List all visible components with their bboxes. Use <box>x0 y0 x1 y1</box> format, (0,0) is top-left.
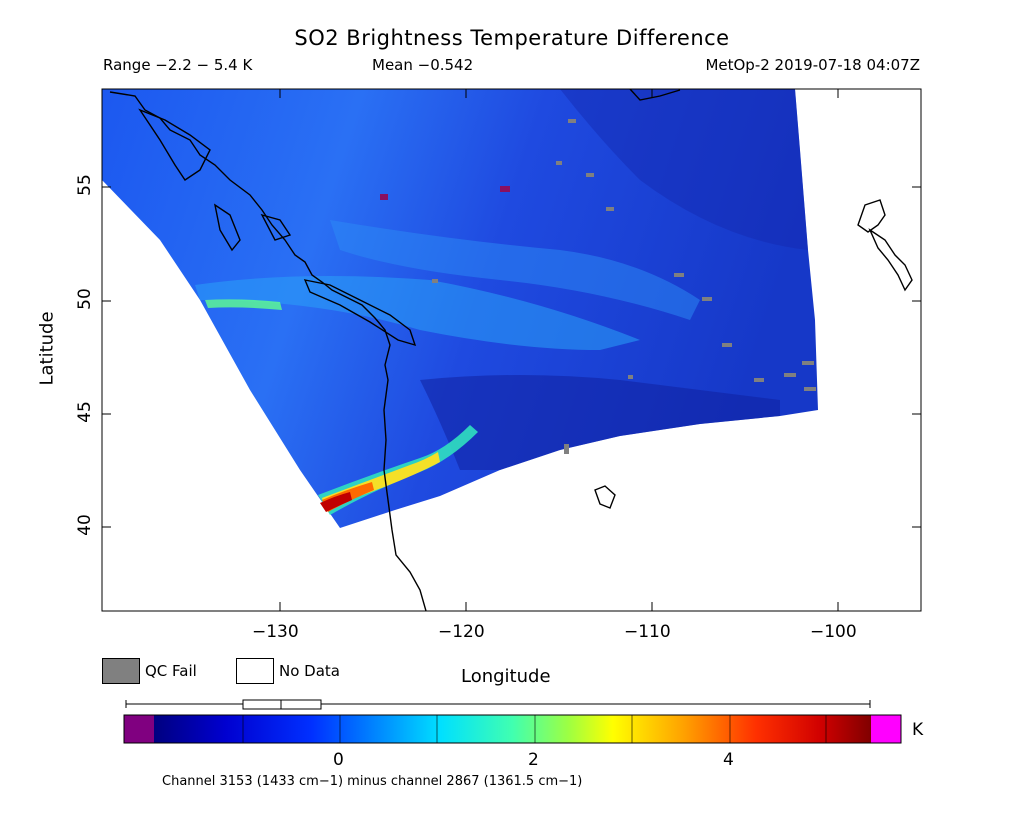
qc-fail-label: QC Fail <box>145 662 197 680</box>
x-axis-label: Longitude <box>461 666 551 687</box>
x-tick-label: −110 <box>624 622 671 642</box>
colorbar-tick-label: 2 <box>528 750 539 770</box>
plot-frame <box>101 88 922 612</box>
y-tick-label: 45 <box>74 401 95 423</box>
colorbar-tick-label: 4 <box>723 750 734 770</box>
colorbar-tick-label: 0 <box>333 750 344 770</box>
colorbar-under <box>124 715 154 743</box>
colorbar-unit: K <box>912 720 924 740</box>
colorbar-box-whisker <box>242 699 322 710</box>
channel-footnote: Channel 3153 (1433 cm−1) minus channel 2… <box>162 774 583 789</box>
x-tick-label: −120 <box>438 622 485 642</box>
y-tick-label: 40 <box>74 514 95 536</box>
no-data-swatch <box>236 658 274 684</box>
y-axis-label: Latitude <box>36 311 58 386</box>
colorbar <box>123 699 902 744</box>
satellite-time-label: MetOp-2 2019-07-18 04:07Z <box>705 56 920 74</box>
colorbar-gradient <box>154 715 871 743</box>
axis-ticks <box>102 89 921 611</box>
swath-data <box>102 89 818 528</box>
coastlines <box>109 89 913 611</box>
y-tick-label: 50 <box>74 288 95 310</box>
mean-label: Mean −0.542 <box>372 56 474 74</box>
qc-fail-swatch <box>102 658 140 684</box>
x-tick-label: −100 <box>810 622 857 642</box>
y-tick-label: 55 <box>74 174 95 196</box>
no-data-label: No Data <box>279 662 340 680</box>
plot-title: SO2 Brightness Temperature Difference <box>294 26 730 50</box>
x-tick-label: −130 <box>252 622 299 642</box>
colorbar-over <box>871 715 901 743</box>
range-label: Range −2.2 − 5.4 K <box>103 56 253 74</box>
